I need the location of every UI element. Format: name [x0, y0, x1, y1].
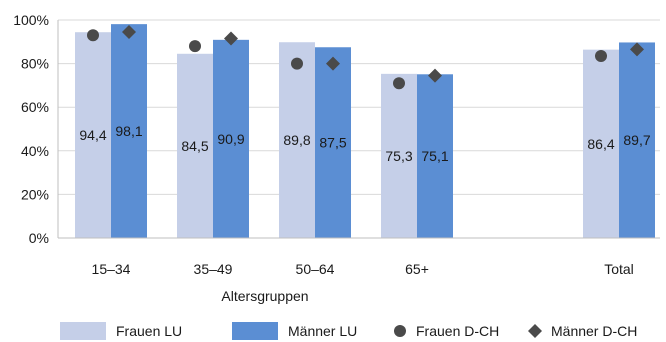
bar-m-nner-lu: [619, 42, 655, 239]
y-tick-label: 0%: [29, 230, 49, 246]
legend-swatch: [60, 322, 106, 340]
legend-marker: [528, 324, 542, 338]
bar-m-nner-lu: [111, 24, 147, 239]
legend: Frauen LU Männer LU Frauen D-CH Männer D-CH: [60, 322, 637, 340]
marker-m-nner-d-ch: [224, 31, 238, 46]
y-tick-label: 20%: [21, 186, 49, 202]
x-tick-label: Total: [604, 261, 634, 277]
marker-frauen-d-ch: [87, 29, 99, 42]
data-label-frauen-lu: 94,4: [79, 127, 106, 143]
legend-marker: [394, 325, 406, 337]
markers: [87, 24, 644, 90]
legend-item-m-nner-lu: Männer LU: [232, 322, 357, 340]
bar-frauen-lu: [279, 42, 315, 239]
data-label-frauen-lu: 89,8: [283, 132, 310, 148]
axes: 0% 20% 40% 60% 80% 100% 15–34 35–49 50–64 65+ Tota…: [13, 12, 660, 277]
marker-frauen-d-ch: [291, 57, 303, 70]
y-tick-label: 60%: [21, 99, 49, 115]
marker-frauen-d-ch: [189, 40, 201, 53]
legend-swatch: [232, 322, 278, 340]
data-labels: 94,4 84,5 89,8 75,3 86,4 98,1 90,9 87,5 75,1 89,7: [79, 123, 650, 164]
x-tick-label: 15–34: [92, 261, 131, 277]
x-axis-title: Altersgruppen: [221, 288, 308, 304]
data-label-frauen-lu: 75,3: [385, 148, 412, 164]
marker-m-nner-d-ch: [428, 68, 442, 83]
data-label-m-nner-lu: 90,9: [217, 131, 244, 147]
data-label-m-nner-lu: 75,1: [421, 148, 448, 164]
y-tick-label: 80%: [21, 56, 49, 72]
y-tick-label: 40%: [21, 143, 49, 159]
data-label-frauen-lu: 84,5: [181, 138, 208, 154]
legend-label: Frauen LU: [116, 323, 182, 339]
legend-label: Männer D-CH: [551, 323, 637, 339]
data-label-m-nner-lu: 87,5: [319, 135, 346, 151]
legend-label: Männer LU: [288, 323, 357, 339]
x-tick-label: 65+: [405, 261, 429, 277]
bar-m-nner-lu: [417, 74, 453, 238]
data-label-m-nner-lu: 89,7: [623, 132, 650, 148]
y-tick-label: 100%: [13, 12, 49, 28]
bar-frauen-lu: [583, 49, 619, 239]
legend-item-frauen-lu: Frauen LU: [60, 322, 182, 340]
x-tick-label: 35–49: [194, 261, 233, 277]
bar-m-nner-lu: [213, 39, 249, 239]
bar-frauen-lu: [177, 53, 213, 238]
marker-m-nner-d-ch: [326, 56, 340, 71]
x-tick-label: 50–64: [296, 261, 335, 277]
legend-label: Frauen D-CH: [416, 323, 499, 339]
bar-frauen-lu: [381, 73, 417, 238]
bar-m-nner-lu: [315, 47, 351, 238]
marker-frauen-d-ch: [595, 49, 607, 62]
legend-item-m-nner-d-ch: Männer D-CH: [528, 323, 637, 339]
marker-frauen-d-ch: [393, 77, 405, 90]
bars: [75, 24, 655, 239]
marker-m-nner-d-ch: [122, 24, 136, 39]
legend-item-frauen-d-ch: Frauen D-CH: [394, 323, 499, 339]
gridlines: [58, 19, 660, 239]
data-label-frauen-lu: 86,4: [587, 136, 614, 152]
marker-m-nner-d-ch: [630, 42, 644, 57]
bar-frauen-lu: [75, 32, 111, 238]
data-label-m-nner-lu: 98,1: [115, 123, 142, 139]
